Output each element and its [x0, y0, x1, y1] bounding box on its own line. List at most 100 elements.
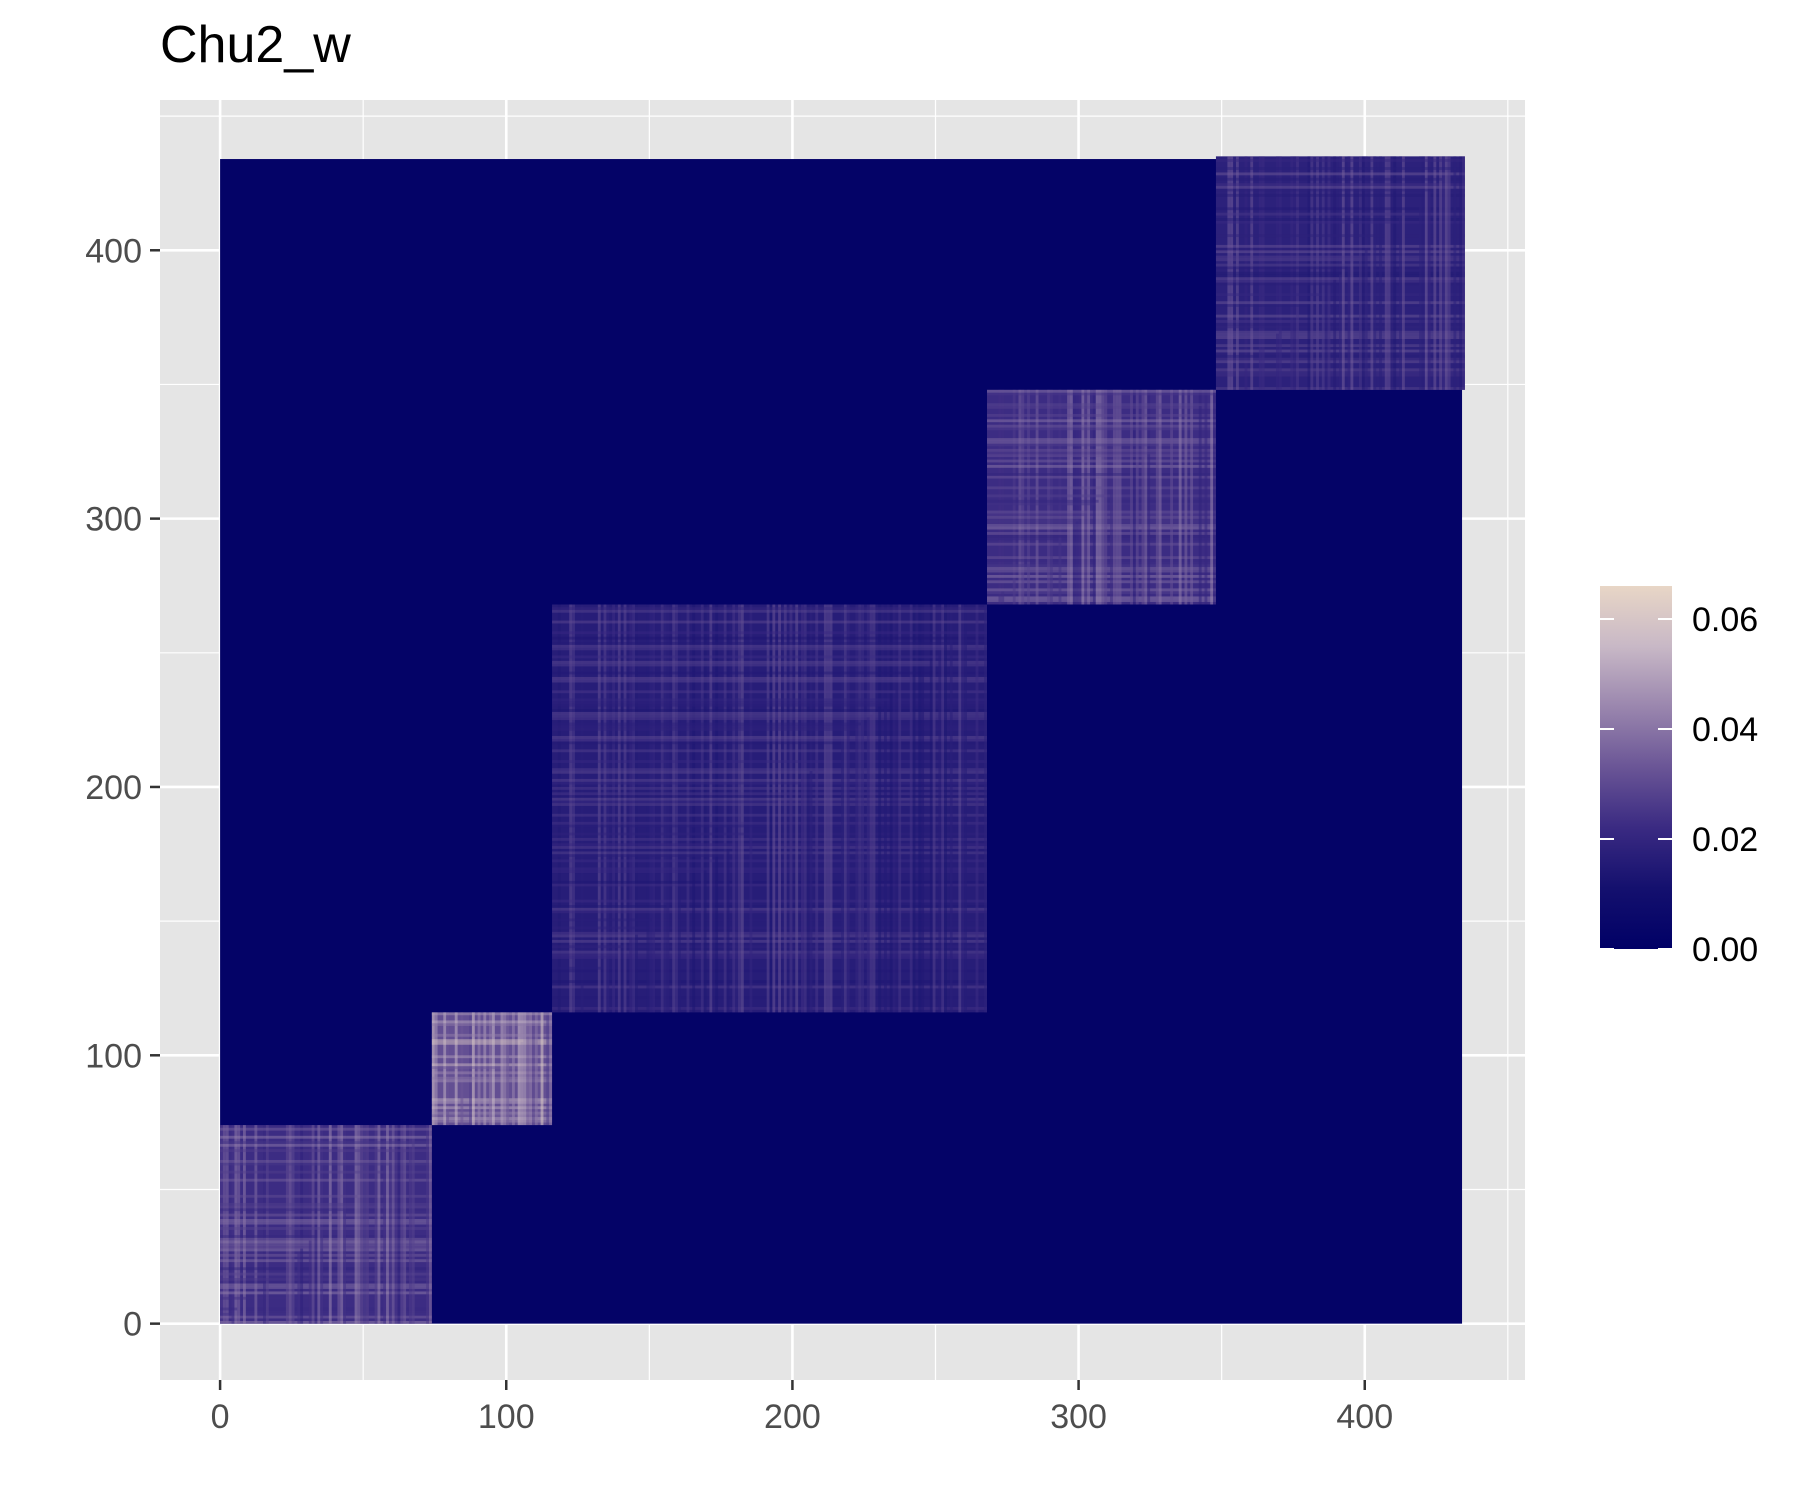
heatmap-row-stripe: [220, 1144, 432, 1147]
heatmap-column-stripe: [503, 1012, 506, 1125]
heatmap-column-stripe: [360, 1125, 363, 1324]
heatmap-row-stripe: [987, 419, 1216, 422]
heatmap-column-stripe: [933, 604, 936, 1012]
heatmap-row-stripe: [220, 1128, 432, 1131]
heatmap-column-stripe: [426, 1125, 429, 1324]
heatmap-row-stripe: [987, 406, 1216, 409]
heatmap-column-stripe: [512, 1012, 515, 1125]
legend-label: 0.00: [1692, 931, 1758, 969]
heatmap-column-stripe: [392, 1125, 395, 1324]
heatmap-column-stripe: [961, 604, 964, 1012]
y-tick-label: 400: [85, 232, 142, 270]
heatmap-column-stripe: [357, 1125, 360, 1324]
legend-colorbar: [1600, 586, 1672, 949]
heatmap-column-stripe: [1210, 390, 1213, 605]
heatmap-column-stripe: [526, 1012, 529, 1125]
heatmap-column-stripe: [340, 1125, 343, 1324]
x-tick-label: 200: [764, 1398, 821, 1436]
heatmap-column-stripe: [501, 1012, 504, 1125]
heatmap-column-stripe: [1459, 156, 1462, 389]
heatmap-column-stripe: [944, 604, 947, 1012]
heatmap-column-stripe: [941, 604, 944, 1012]
heatmap-row-stripe: [552, 637, 987, 640]
heatmap-column-stripe: [412, 1125, 415, 1324]
heatmap-row-stripe: [1216, 178, 1465, 181]
heatmap-column-stripe: [1213, 390, 1216, 605]
heatmap-column-stripe: [343, 1125, 346, 1324]
heatmap-row-stripe: [220, 1149, 432, 1152]
heatmap-row-stripe: [552, 655, 987, 658]
heatmap-column-stripe: [389, 1125, 392, 1324]
heatmap-column-stripe: [930, 604, 933, 1012]
heatmap-row-stripe: [552, 610, 987, 613]
heatmap-row-stripe: [987, 414, 1216, 417]
heatmap-column-stripe: [400, 1125, 403, 1324]
heatmap-row-stripe: [552, 664, 987, 667]
heatmap-row-stripe: [987, 392, 1216, 395]
heatmap-column-stripe: [1442, 156, 1445, 389]
heatmap-column-stripe: [1453, 156, 1456, 389]
heatmap-column-stripe: [529, 1012, 532, 1125]
heatmap-row-stripe: [432, 1023, 552, 1026]
heatmap-row-stripe: [1216, 189, 1465, 192]
heatmap-column-stripe: [521, 1012, 524, 1125]
heatmap-column-stripe: [1439, 156, 1442, 389]
heatmap-column-stripe: [984, 604, 987, 1012]
heatmap-column-stripe: [950, 604, 953, 1012]
heatmap-row-stripe: [432, 1012, 552, 1015]
heatmap-row-stripe: [552, 621, 987, 624]
heatmap-column-stripe: [1190, 390, 1193, 605]
y-tick-label: 200: [85, 769, 142, 807]
heatmap-column-stripe: [409, 1125, 412, 1324]
heatmap-column-stripe: [377, 1125, 380, 1324]
heatmap-column-stripe: [355, 1125, 358, 1324]
heatmap-column-stripe: [366, 1125, 369, 1324]
heatmap-column-stripe: [523, 1012, 526, 1125]
y-tick-label: 100: [85, 1037, 142, 1075]
heatmap-column-stripe: [1445, 156, 1448, 389]
x-tick-label: 300: [1050, 1398, 1107, 1436]
heatmap-row-stripe: [987, 403, 1216, 406]
heatmap-row-stripe: [1216, 167, 1465, 170]
heatmap-column-stripe: [383, 1125, 386, 1324]
heatmap-row-stripe: [220, 1141, 432, 1144]
heatmap-column-stripe: [429, 1125, 432, 1324]
heatmap-column-stripe: [337, 1125, 340, 1324]
heatmap-column-stripe: [1433, 156, 1436, 389]
heatmap-row-stripe: [1216, 186, 1465, 189]
x-tick-label: 100: [478, 1398, 535, 1436]
y-tick-label: 0: [123, 1306, 142, 1344]
heatmap-column-stripe: [535, 1012, 538, 1125]
legend-label: 0.04: [1692, 711, 1758, 749]
y-axis: 0 100 200 300 400: [85, 232, 160, 1343]
legend-label: 0.02: [1692, 821, 1758, 859]
heatmap-column-stripe: [375, 1125, 378, 1324]
heatmap-row-stripe: [552, 647, 987, 650]
heatmap-column-stripe: [329, 1125, 332, 1324]
heatmap-column-stripe: [1204, 390, 1207, 605]
heatmap-column-stripe: [964, 604, 967, 1012]
heatmap-column-stripe: [546, 1012, 549, 1125]
heatmap-column-stripe: [1199, 390, 1202, 605]
heatmap-row-stripe: [552, 642, 987, 645]
heatmap-row-stripe: [220, 1136, 432, 1139]
heatmap-column-stripe: [938, 604, 941, 1012]
heatmap-column-stripe: [1462, 156, 1465, 389]
x-axis: 0 100 200 300 400: [211, 1380, 1393, 1436]
heatmap-row-stripe: [432, 1020, 552, 1023]
heatmap-row-stripe: [987, 390, 1216, 393]
heatmap-column-stripe: [958, 604, 961, 1012]
heatmap-column-stripe: [363, 1125, 366, 1324]
heatmap-column-stripe: [1184, 390, 1187, 605]
heatmap-column-stripe: [1448, 156, 1451, 389]
heatmap-row-stripe: [1216, 159, 1465, 162]
heatmap-row-stripe: [552, 645, 987, 648]
heatmap-row-stripe: [552, 607, 987, 610]
heatmap-column-stripe: [549, 1012, 552, 1125]
heatmap-column-stripe: [518, 1012, 521, 1125]
x-tick-label: 400: [1336, 1398, 1393, 1436]
heatmap-column-stripe: [532, 1012, 535, 1125]
heatmap-column-stripe: [541, 1012, 544, 1125]
plot-panel: [160, 100, 1525, 1380]
